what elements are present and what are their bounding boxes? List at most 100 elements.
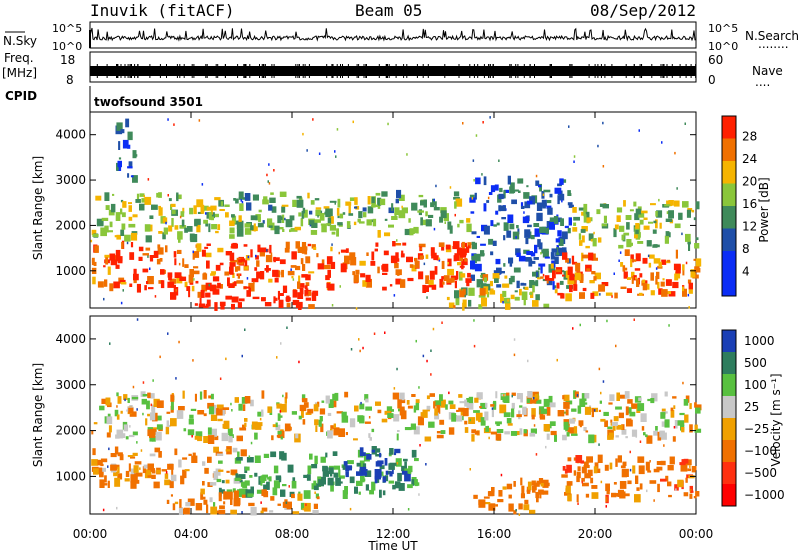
- echo-cell: [187, 498, 195, 506]
- echo-cell: [432, 198, 435, 206]
- echo-cell: [147, 392, 151, 398]
- echo-cell: [211, 224, 217, 230]
- echo-cell: [180, 475, 185, 485]
- echo-cell: [300, 258, 304, 265]
- echo-noise: [635, 435, 637, 438]
- echo-cell: [652, 244, 658, 248]
- echo-cell: [165, 426, 170, 435]
- echo-cell: [133, 279, 137, 284]
- echo-cell: [194, 393, 197, 402]
- echo-cell: [396, 189, 402, 199]
- echo-cell: [120, 129, 125, 134]
- echo-cell: [516, 393, 523, 400]
- echo-cell: [279, 216, 283, 220]
- time-axis-label: Time UT: [367, 539, 418, 553]
- date-title: 08/Sep/2012: [590, 1, 696, 20]
- y-tick-label: 4000: [55, 332, 86, 346]
- echo-cell: [397, 399, 402, 409]
- echo-cell: [611, 492, 617, 498]
- echo-cell: [538, 267, 541, 270]
- echo-cell: [183, 507, 190, 515]
- echo-cell: [129, 411, 137, 417]
- echo-cell: [454, 280, 457, 289]
- echo-cell: [381, 191, 388, 197]
- echo-cell: [485, 426, 489, 432]
- echo-cell: [516, 252, 521, 257]
- echo-cell: [559, 178, 564, 185]
- echo-cell: [188, 453, 192, 456]
- echo-cell: [172, 503, 176, 511]
- echo-cell: [224, 271, 230, 276]
- echo-cell: [456, 409, 459, 412]
- echo-noise: [433, 198, 435, 202]
- cpid-label: CPID: [5, 89, 37, 103]
- echo-cell: [523, 504, 530, 511]
- colorbar-frame: [721, 329, 737, 507]
- echo-cell: [195, 431, 203, 437]
- freq-tick-bottom: 8: [66, 73, 74, 87]
- echo-cell: [198, 303, 206, 308]
- echo-cell: [372, 218, 377, 227]
- echo-cell: [162, 217, 168, 223]
- echo-cell: [604, 464, 609, 471]
- echo-cell: [162, 232, 166, 240]
- echo-cell: [243, 286, 251, 289]
- echo-cell: [128, 161, 133, 169]
- echo-noise: [230, 402, 232, 406]
- echo-cell: [454, 201, 457, 209]
- echo-noise: [241, 354, 243, 358]
- echo-cell: [278, 293, 284, 296]
- echo-cell: [160, 280, 165, 289]
- echo-cell: [409, 228, 414, 236]
- echo-cell: [271, 206, 277, 213]
- echo-cell: [587, 469, 593, 477]
- echo-noise: [312, 118, 314, 121]
- echo-cell: [128, 202, 132, 205]
- echo-cell: [177, 231, 183, 240]
- echo-noise: [102, 508, 105, 512]
- echo-cell: [544, 482, 550, 487]
- echo-cell: [452, 241, 460, 249]
- echo-cell: [384, 218, 388, 221]
- echo-noise: [244, 328, 246, 331]
- echo-noise: [674, 151, 676, 155]
- echo-cell: [213, 449, 219, 452]
- echo-cell: [592, 253, 596, 260]
- echo-cell: [687, 208, 693, 212]
- echo-cell: [246, 457, 254, 463]
- echo-cell: [581, 235, 585, 243]
- echo-cell: [468, 287, 475, 296]
- echo-cell: [462, 408, 469, 417]
- echo-cell: [169, 480, 174, 489]
- echo-cell: [210, 273, 216, 276]
- echo-cell: [674, 420, 678, 429]
- echo-cell: [395, 252, 399, 259]
- echo-cell: [433, 255, 439, 261]
- echo-cell: [616, 424, 623, 430]
- echo-cell: [419, 255, 424, 259]
- echo-cell: [631, 276, 634, 284]
- echo-noise: [393, 294, 396, 297]
- echo-cell: [197, 291, 204, 298]
- echo-cell: [664, 204, 671, 207]
- echo-noise: [430, 373, 432, 376]
- echo-cell: [149, 412, 156, 421]
- echo-cell: [391, 216, 398, 220]
- echo-cell: [170, 418, 177, 427]
- echo-noise: [136, 441, 138, 444]
- y-tick-label: 3000: [55, 378, 86, 392]
- echo-cell: [308, 304, 315, 309]
- echo-cell: [645, 434, 648, 438]
- echo-cell: [254, 472, 258, 477]
- echo-cell: [197, 410, 205, 415]
- echo-cell: [398, 194, 405, 201]
- echo-cell: [267, 477, 271, 480]
- echo-cell: [655, 275, 658, 285]
- echo-noise: [175, 289, 177, 292]
- echo-cell: [504, 189, 509, 193]
- echo-cell: [558, 247, 563, 253]
- echo-noise: [663, 444, 665, 447]
- echo-cell: [689, 485, 693, 492]
- echo-cell: [539, 226, 546, 233]
- echo-cell: [637, 456, 645, 463]
